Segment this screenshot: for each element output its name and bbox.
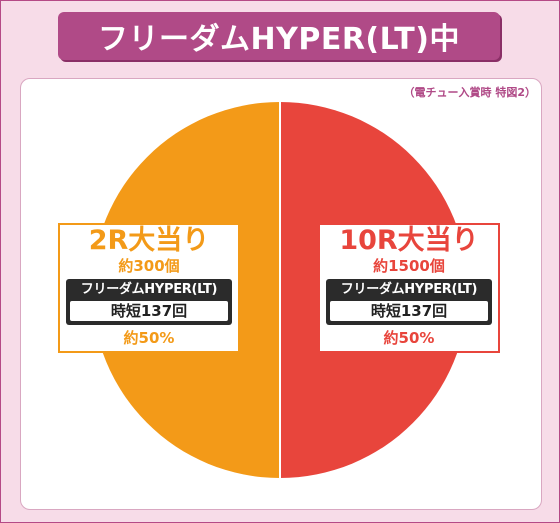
- slice-10r-mode: フリーダムHYPER(LT): [340, 282, 478, 297]
- slice-10r-title: 10R大当り: [339, 225, 479, 256]
- slice-2r-detail: 時短137回: [70, 301, 228, 321]
- slice-10r-mode-box: フリーダムHYPER(LT) 時短137回: [326, 279, 492, 325]
- slice-2r-title: 2R大当り: [88, 225, 210, 256]
- slice-label-10r: 10R大当り 約1500個 フリーダムHYPER(LT) 時短137回 約50%: [318, 223, 500, 353]
- slice-2r-mode-box: フリーダムHYPER(LT) 時短137回: [66, 279, 232, 325]
- slice-10r-payout: 約1500個: [373, 257, 445, 275]
- chart-note: （電チュー入賞時 特図2）: [403, 86, 536, 99]
- slice-10r-detail: 時短137回: [330, 301, 488, 321]
- slice-10r-percent: 約50%: [383, 329, 435, 347]
- slice-2r-payout: 約300個: [118, 257, 180, 275]
- slice-label-2r: 2R大当り 約300個 フリーダムHYPER(LT) 時短137回 約50%: [58, 223, 240, 353]
- chart-title: フリーダムHYPER(LT)中: [58, 12, 500, 60]
- slice-2r-mode: フリーダムHYPER(LT): [80, 282, 218, 297]
- slice-2r-percent: 約50%: [123, 329, 175, 347]
